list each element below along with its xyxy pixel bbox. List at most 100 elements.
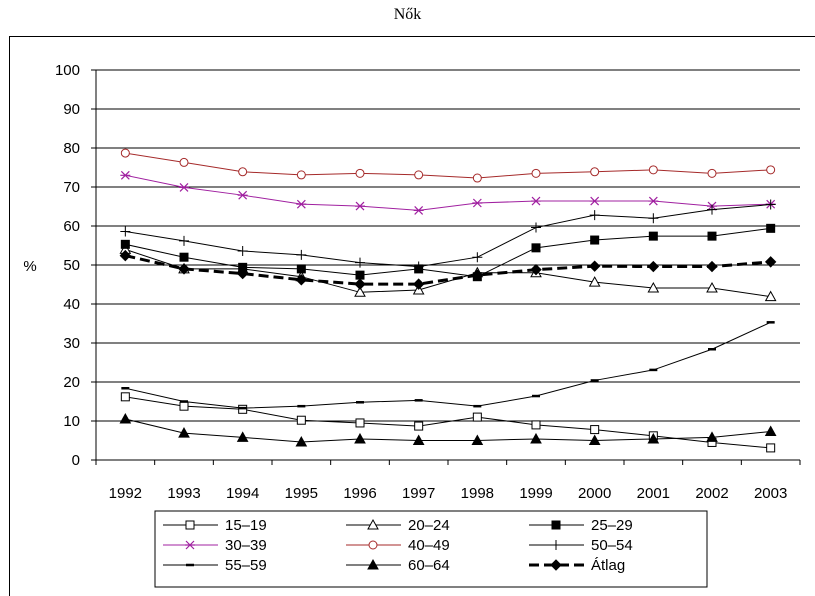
data-point (590, 425, 600, 435)
data-point (764, 425, 777, 437)
x-tick-label: 1998 (461, 485, 494, 502)
series-60–64 (119, 413, 777, 447)
data-point (367, 518, 379, 530)
legend-label: Átlag (591, 557, 625, 574)
data-point (368, 540, 378, 550)
series-Átlag (119, 249, 777, 290)
data-point (355, 270, 365, 280)
x-tick-label: 2000 (578, 485, 611, 502)
data-point (120, 392, 130, 402)
data-point (296, 264, 306, 274)
chart-title: Nők (393, 6, 422, 23)
series-50–54 (120, 199, 776, 272)
data-point (531, 168, 541, 178)
y-tick-label: 70 (63, 179, 80, 196)
legend: 15–19 20–24 25–29 30–39 40–49 50–54 55–59 60–64… (154, 510, 708, 588)
axes (91, 69, 801, 465)
y-tick-label: 30 (63, 335, 80, 352)
data-point (648, 213, 659, 224)
data-point (414, 421, 424, 431)
legend-label: 20–24 (408, 517, 450, 534)
data-point (648, 231, 658, 241)
x-tick-label: 1997 (402, 485, 435, 502)
series-line (125, 418, 771, 443)
series-30–39 (120, 170, 776, 215)
x-tick-label: 1993 (167, 485, 200, 502)
data-point (590, 235, 600, 245)
data-point (412, 278, 425, 290)
series-40–49 (120, 148, 776, 183)
data-point (179, 252, 189, 262)
data-point (647, 432, 660, 444)
data-point (355, 418, 365, 428)
data-point (706, 281, 718, 293)
data-point (178, 263, 190, 275)
legend-item: 25–29 (529, 517, 633, 534)
legend-item: 15–19 (163, 517, 267, 534)
x-tick-label: 2003 (754, 485, 787, 502)
data-point (355, 257, 365, 268)
data-point (589, 196, 600, 206)
series-15–19 (120, 392, 776, 453)
series-line (125, 204, 771, 268)
data-point (764, 290, 777, 302)
data-point (296, 199, 307, 209)
data-point (120, 239, 130, 249)
series-line (125, 152, 771, 179)
data-point (648, 196, 659, 206)
data-point (354, 286, 366, 297)
data-point (472, 198, 483, 208)
legend-box (154, 510, 708, 588)
y-tick-label: 100 (55, 62, 80, 79)
x-tick-label: 1995 (285, 485, 318, 502)
data-point (179, 157, 189, 167)
data-point (530, 432, 542, 444)
x-tick-label: 2001 (637, 485, 670, 502)
y-tick-label: 20 (63, 374, 80, 391)
chart-frame (9, 36, 815, 596)
data-point (119, 413, 132, 424)
series-line (125, 227, 771, 278)
y-tick-label: 10 (63, 413, 80, 430)
data-point (589, 210, 600, 221)
legend-label: 30–39 (225, 537, 267, 554)
data-point (179, 235, 189, 246)
data-point (413, 261, 424, 272)
data-point (707, 204, 717, 215)
legend-label: 60–64 (408, 557, 450, 574)
data-point (236, 267, 249, 280)
data-point (588, 276, 601, 287)
y-tick-label: 0 (72, 452, 80, 469)
data-point (707, 168, 717, 178)
data-point (647, 281, 660, 293)
legend-label: 55–59 (225, 557, 267, 574)
legend-label: 15–19 (225, 517, 267, 534)
data-point (707, 231, 717, 241)
legend-label: 50–54 (591, 537, 633, 554)
data-point (551, 540, 561, 550)
data-point (765, 199, 776, 210)
y-tick-label: 50 (63, 257, 80, 274)
data-point (120, 148, 130, 158)
legend-item: Átlag (529, 557, 625, 574)
y-tick-labels: 0 10 20 30 40 50 60 70 80 90 100 (55, 62, 80, 469)
data-point (179, 182, 189, 192)
data-point (706, 431, 718, 442)
data-point (120, 170, 131, 180)
data-point (531, 222, 541, 233)
data-point (551, 520, 561, 530)
data-point (647, 260, 660, 273)
data-point (531, 243, 541, 253)
data-point (471, 269, 484, 281)
x-tick-label: 1999 (519, 485, 552, 502)
y-tick-label: 90 (63, 101, 80, 118)
data-point (296, 170, 306, 180)
y-tick-label: 40 (63, 296, 80, 313)
data-point (530, 263, 542, 276)
data-point (185, 520, 195, 530)
x-tick-label: 2002 (695, 485, 728, 502)
data-point (236, 431, 249, 442)
legend-label: 40–49 (408, 537, 450, 554)
gridlines (96, 69, 800, 422)
